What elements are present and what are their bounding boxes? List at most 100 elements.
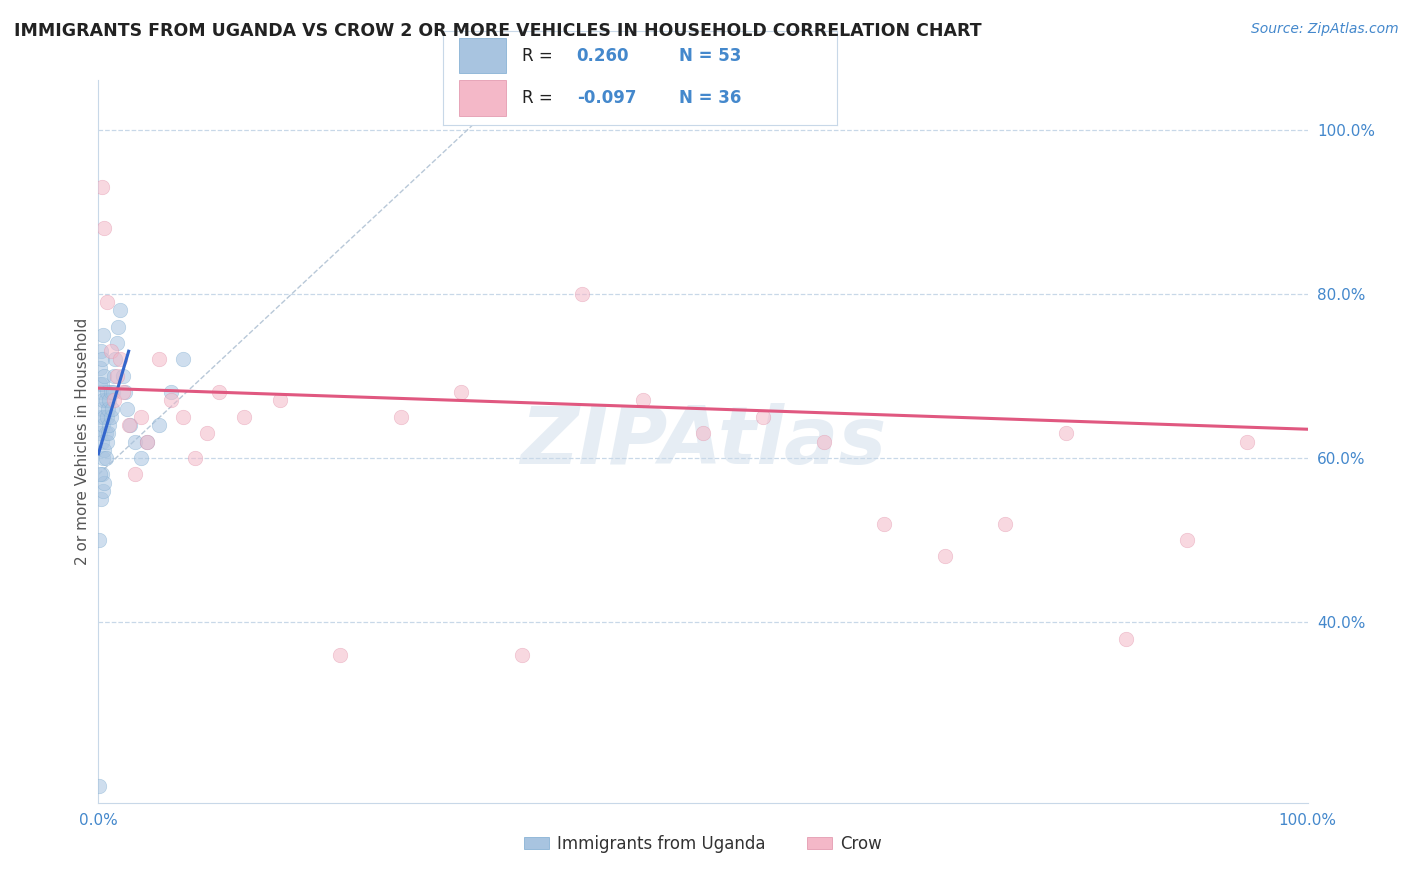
Point	[631, 393, 654, 408]
Y-axis label: 2 or more Vehicles in Household: 2 or more Vehicles in Household	[75, 318, 90, 566]
Point	[129, 450, 152, 465]
Point	[994, 516, 1017, 531]
Point	[1236, 434, 1258, 449]
Point	[91, 450, 114, 465]
Point	[1054, 426, 1077, 441]
Point	[389, 409, 412, 424]
Point	[329, 648, 352, 662]
Point	[135, 434, 157, 449]
Point	[172, 409, 194, 424]
Point	[752, 409, 775, 424]
Point	[89, 467, 111, 482]
Point	[107, 319, 129, 334]
Point	[91, 434, 114, 449]
Point	[91, 467, 114, 482]
Point	[90, 491, 112, 506]
Point	[96, 295, 118, 310]
Point	[91, 180, 114, 194]
Text: IMMIGRANTS FROM UGANDA VS CROW 2 OR MORE VEHICLES IN HOUSEHOLD CORRELATION CHART: IMMIGRANTS FROM UGANDA VS CROW 2 OR MORE…	[14, 22, 981, 40]
Text: N = 36: N = 36	[679, 89, 741, 107]
Point	[108, 352, 131, 367]
Point	[232, 409, 254, 424]
Point	[89, 360, 111, 375]
Point	[93, 409, 115, 424]
Point	[93, 475, 115, 490]
Point	[160, 393, 183, 408]
Point	[934, 549, 956, 564]
Point	[1175, 533, 1198, 547]
Point	[89, 377, 111, 392]
Point	[90, 409, 112, 424]
Point	[96, 434, 118, 449]
Point	[148, 352, 170, 367]
Point	[87, 533, 110, 547]
Text: -0.097: -0.097	[576, 89, 637, 107]
Text: ZIPAtlas: ZIPAtlas	[520, 402, 886, 481]
Point	[91, 393, 114, 408]
Point	[91, 401, 114, 416]
Point	[118, 418, 141, 433]
Point	[97, 401, 120, 416]
Point	[692, 426, 714, 441]
Point	[93, 221, 115, 235]
Point	[108, 303, 131, 318]
Point	[124, 467, 146, 482]
FancyBboxPatch shape	[458, 37, 506, 73]
Point	[93, 442, 115, 457]
Point	[117, 401, 139, 416]
Point	[101, 385, 124, 400]
Point	[571, 286, 593, 301]
Point	[100, 344, 122, 359]
Point	[91, 377, 114, 392]
Point	[90, 344, 112, 359]
Point	[111, 368, 134, 383]
Point	[172, 352, 194, 367]
Point	[510, 648, 533, 662]
Point	[97, 426, 120, 441]
Point	[184, 450, 207, 465]
Point	[100, 409, 122, 424]
Point	[100, 401, 122, 416]
Point	[89, 426, 111, 441]
Point	[148, 418, 170, 433]
Point	[1115, 632, 1137, 646]
Point	[269, 393, 291, 408]
Point	[87, 780, 110, 794]
Text: R =: R =	[522, 89, 558, 107]
Point	[160, 385, 183, 400]
Text: 0.260: 0.260	[576, 47, 630, 65]
Point	[103, 393, 125, 408]
Point	[118, 418, 141, 433]
Point	[94, 426, 117, 441]
Point	[114, 385, 136, 400]
Legend: Immigrants from Uganda, Crow: Immigrants from Uganda, Crow	[517, 828, 889, 860]
Point	[90, 385, 112, 400]
Point	[94, 450, 117, 465]
Point	[129, 409, 152, 424]
Point	[93, 368, 115, 383]
Text: R =: R =	[522, 47, 558, 65]
FancyBboxPatch shape	[458, 80, 506, 116]
Point	[96, 385, 118, 400]
Point	[91, 327, 114, 342]
Point	[450, 385, 472, 400]
Point	[91, 352, 114, 367]
Point	[135, 434, 157, 449]
Point	[105, 368, 128, 383]
Point	[91, 418, 114, 433]
Point	[124, 434, 146, 449]
Point	[91, 483, 114, 498]
Text: Source: ZipAtlas.com: Source: ZipAtlas.com	[1251, 22, 1399, 37]
Point	[96, 409, 118, 424]
Point	[195, 426, 218, 441]
Point	[873, 516, 896, 531]
Text: N = 53: N = 53	[679, 47, 741, 65]
Point	[98, 393, 121, 408]
Point	[813, 434, 835, 449]
Point	[98, 418, 121, 433]
Point	[103, 368, 125, 383]
Point	[94, 393, 117, 408]
Point	[104, 352, 127, 367]
Point	[100, 385, 122, 400]
Point	[208, 385, 231, 400]
